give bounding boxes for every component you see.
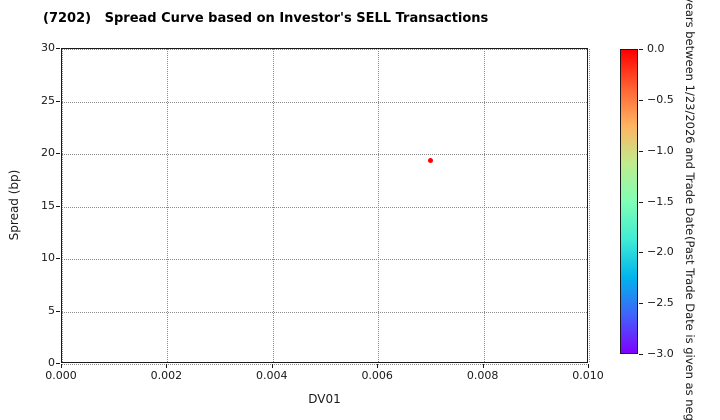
y-tick-label: 15 bbox=[41, 198, 55, 212]
y-gridline bbox=[62, 49, 587, 50]
x-axis-label: DV01 bbox=[308, 392, 341, 406]
y-tick bbox=[56, 100, 60, 102]
y-tick bbox=[56, 363, 60, 364]
colorbar-tick-label: −2.0 bbox=[647, 245, 674, 259]
colorbar-label-line2: (Past Trade Date is given as negative) bbox=[683, 235, 697, 420]
y-tick-label: 20 bbox=[41, 146, 55, 159]
x-tick bbox=[271, 364, 273, 368]
x-gridline bbox=[483, 49, 485, 362]
y-gridline bbox=[62, 311, 587, 313]
y-tick-label: 25 bbox=[41, 93, 55, 107]
y-tick bbox=[56, 48, 60, 49]
x-tick bbox=[482, 364, 484, 368]
y-tick-label: 10 bbox=[41, 251, 55, 264]
x-gridline bbox=[272, 49, 274, 362]
x-tick-label: 0.002 bbox=[150, 369, 183, 382]
x-tick-label: 0.000 bbox=[45, 369, 77, 382]
plot-area bbox=[61, 48, 590, 365]
x-tick bbox=[61, 364, 62, 368]
x-gridline bbox=[378, 49, 380, 362]
colorbar-tick bbox=[639, 49, 643, 50]
colorbar-tick-label: −1.0 bbox=[647, 143, 674, 157]
colorbar-tick bbox=[639, 201, 643, 203]
chart-title: (7202) Spread Curve based on Investor's … bbox=[43, 11, 489, 26]
y-tick bbox=[56, 258, 60, 259]
y-gridline bbox=[62, 259, 587, 260]
x-gridline bbox=[167, 49, 169, 362]
y-gridline bbox=[62, 154, 587, 155]
x-tick-label: 0.010 bbox=[572, 369, 604, 382]
colorbar-tick bbox=[639, 354, 643, 355]
x-tick-label: 0.008 bbox=[466, 369, 499, 382]
x-tick-label: 0.006 bbox=[361, 369, 393, 382]
x-tick bbox=[588, 364, 589, 368]
y-tick-label: 0 bbox=[48, 356, 55, 369]
colorbar-tick-label: −3.0 bbox=[647, 347, 674, 360]
colorbar-tick bbox=[639, 99, 643, 101]
colorbar-tick bbox=[639, 150, 643, 152]
y-gridline bbox=[62, 101, 587, 103]
y-gridline bbox=[62, 364, 587, 365]
y-tick bbox=[56, 310, 60, 312]
y-tick-label: 30 bbox=[41, 41, 55, 54]
x-gridline bbox=[62, 49, 63, 362]
y-tick bbox=[56, 205, 60, 207]
x-tick-label: 0.004 bbox=[256, 369, 288, 382]
colorbar-tick-label: 0.0 bbox=[647, 42, 665, 55]
y-tick bbox=[56, 153, 60, 154]
colorbar-tick-label: −1.5 bbox=[647, 194, 674, 208]
data-point bbox=[428, 157, 434, 163]
y-tick-label: 5 bbox=[48, 303, 55, 317]
x-tick bbox=[377, 364, 379, 368]
colorbar-tick bbox=[639, 303, 643, 305]
colorbar-tick-label: −0.5 bbox=[647, 92, 674, 106]
colorbar-gradient bbox=[620, 49, 638, 354]
colorbar-label: Time in years between 1/23/2026 and Trad… bbox=[670, 0, 710, 420]
x-gridline bbox=[589, 49, 590, 362]
x-tick bbox=[166, 364, 168, 368]
y-gridline bbox=[62, 206, 587, 208]
colorbar-label-line1: Time in years between 1/23/2026 and Trad… bbox=[683, 0, 697, 236]
colorbar-tick bbox=[639, 252, 643, 254]
colorbar-tick-label: −2.5 bbox=[647, 296, 674, 310]
